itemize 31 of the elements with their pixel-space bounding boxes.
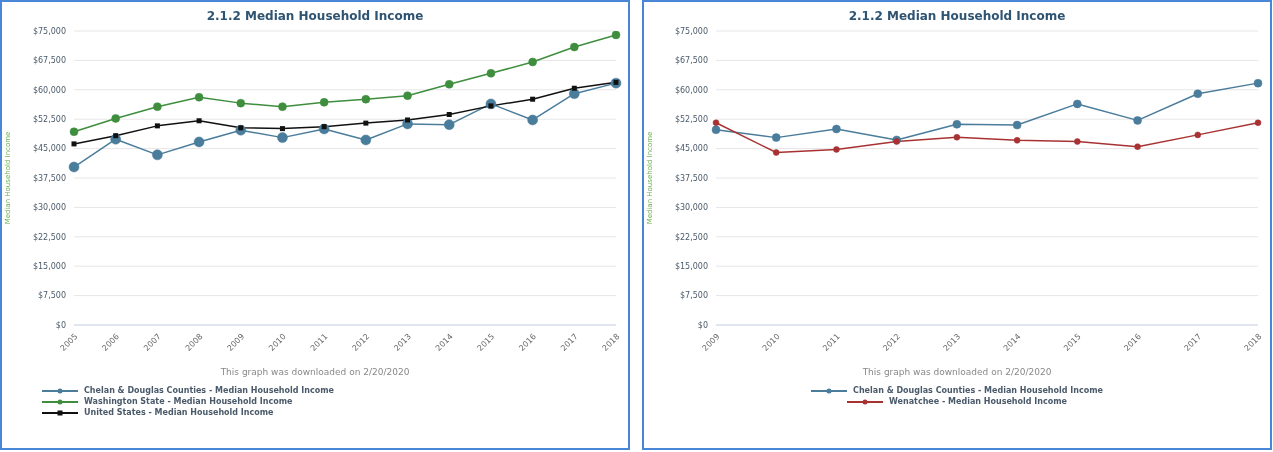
y-tick-label: $37,500 (674, 173, 708, 183)
y-tick-label: $0 (55, 320, 66, 330)
y-tick-label: $37,500 (32, 173, 66, 183)
y-tick-label: $7,500 (680, 291, 708, 301)
y-tick-label: $75,000 (674, 26, 708, 36)
legend-label: Chelan & Douglas Counties - Median Household Income (84, 385, 334, 396)
y-tick-label: $30,000 (32, 203, 66, 213)
y-tick-label: $67,500 (32, 56, 66, 66)
legend-label: United States - Median Household Income (84, 407, 274, 418)
y-tick-label: $52,500 (32, 115, 66, 125)
chart-title: 2.1.2 Median Household Income (847, 9, 1067, 23)
chart-title: 2.1.2 Median Household Income (205, 9, 425, 23)
y-tick-label: $0 (697, 320, 708, 330)
y-tick-label: $67,500 (674, 56, 708, 66)
text: This graph was downloaded on 2/20/2020 (861, 367, 1053, 377)
text: This graph was downloaded on 2/20/2020 (219, 367, 411, 377)
y-tick-label: $75,000 (32, 26, 66, 36)
y-tick-label: $22,500 (32, 232, 66, 242)
y-tick-label: $30,000 (674, 203, 708, 213)
y-tick-label: $15,000 (674, 262, 708, 272)
y-tick-label: $7,500 (38, 291, 66, 301)
y-tick-label: $22,500 (674, 232, 708, 242)
y-tick-label: $15,000 (32, 262, 66, 272)
y-tick-label: $45,000 (674, 144, 708, 154)
y-tick-label: $60,000 (674, 85, 708, 95)
legend-label: Wenatchee - Median Household Income (889, 396, 1067, 407)
y-tick-label: $45,000 (32, 144, 66, 154)
y-tick-label: $52,500 (674, 115, 708, 125)
legend-label: Washington State - Median Household Income (84, 396, 293, 407)
legend-label: Chelan & Douglas Counties - Median Household Income (853, 385, 1103, 396)
y-tick-label: $60,000 (32, 85, 66, 95)
